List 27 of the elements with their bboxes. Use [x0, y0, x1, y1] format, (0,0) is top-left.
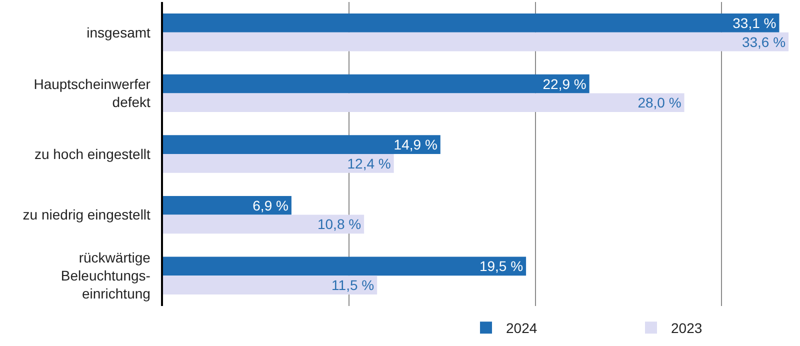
bar	[163, 74, 590, 94]
data-label: 19,5 %	[479, 258, 524, 274]
bar	[163, 256, 526, 276]
bar	[163, 14, 780, 32]
y-tick-label: Hauptscheinwerfer defekt	[34, 76, 151, 110]
data-label: 28,0 %	[638, 94, 682, 111]
bar	[163, 135, 440, 154]
bar	[163, 32, 789, 52]
legend-label: 2024	[506, 320, 538, 336]
data-label: 12,4 %	[347, 155, 391, 172]
data-label: 10,8 %	[317, 216, 362, 232]
y-tick-label: insgesamt	[86, 24, 151, 40]
y-tick-label: zu hoch eingestellt	[34, 146, 151, 162]
legend-label: 2023	[671, 320, 702, 336]
bar	[163, 93, 684, 112]
data-label: 33,6 %	[742, 34, 786, 50]
data-label: 6,9 %	[252, 197, 288, 214]
data-label: 14,9 %	[394, 136, 438, 153]
bar	[163, 214, 364, 234]
y-tick-label: zu niedrig eingestellt	[22, 206, 151, 223]
bar	[163, 196, 292, 215]
bar	[163, 154, 394, 173]
bar	[163, 276, 378, 294]
y-tick-label: rückwärtige Beleuchtungs- einrichtung	[60, 249, 151, 302]
data-label: 33,1 %	[732, 14, 776, 31]
data-label: 22,9 %	[542, 76, 586, 92]
data-label: 11,5 %	[332, 277, 374, 294]
